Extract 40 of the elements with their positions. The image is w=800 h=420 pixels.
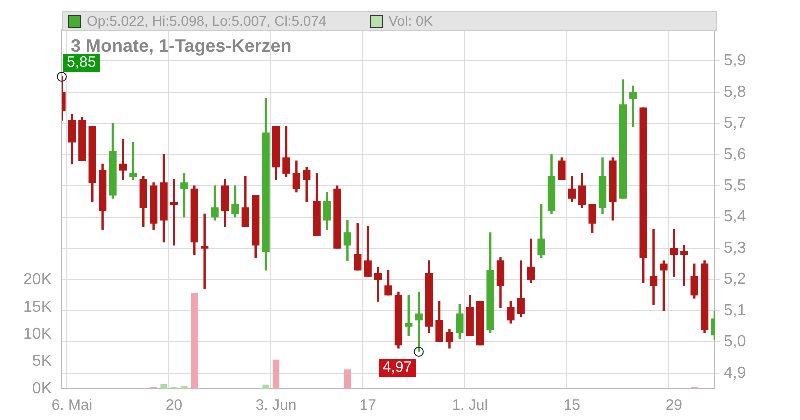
candlestick [670, 229, 678, 277]
bar [191, 293, 198, 389]
bar [262, 384, 270, 389]
text: Vol: 0K [388, 13, 434, 29]
text: Op:5.022, Hi:5.098, Lo:5.007, Cl:5.074 [87, 13, 327, 29]
y-tick-label: 5,3 [724, 240, 746, 257]
y-tick-label: 5,0 [724, 334, 746, 351]
candlestick [630, 86, 638, 128]
y-tick-label: 5,6 [724, 146, 746, 164]
candlestick [119, 138, 128, 180]
y2-tick-label: 10K [24, 326, 52, 344]
x-tick-label: 29 [666, 397, 683, 414]
bar [160, 384, 168, 389]
bar [272, 360, 280, 389]
y2-tick-label: 15K [24, 298, 52, 316]
y2-tick-label: 5K [32, 353, 52, 370]
y-tick-label: 5,8 [724, 84, 746, 101]
bar [181, 386, 188, 389]
x-tick-label: 1. Jul [452, 397, 488, 414]
y-tick-label: 5,4 [724, 208, 746, 226]
y-tick-label: 5,9 [724, 52, 746, 70]
annotation: 5,85 [63, 54, 100, 72]
y-tick-label: 5,1 [724, 302, 746, 320]
bar [344, 370, 352, 389]
candlestick [201, 214, 209, 290]
x-tick-label: 15 [564, 397, 580, 414]
candlestick [650, 229, 658, 306]
x-tick-label: 6. Mai [52, 397, 93, 414]
y2-tick-label: 20K [24, 272, 52, 289]
y-tick-label: 5,5 [724, 177, 746, 194]
y2-tick-label: 0K [32, 380, 52, 398]
y-tick-label: 4,9 [724, 364, 746, 382]
y-tick-label: 5,2 [724, 271, 746, 288]
x-tick-label: 17 [360, 397, 376, 414]
y-tick-label: 5,7 [724, 115, 746, 132]
x-tick-label: 20 [166, 397, 183, 414]
x-tick-label: 3. Jun [256, 397, 297, 414]
chart-title: 3 Monate, 1-Tages-Kerzen [71, 36, 292, 56]
candlestick [170, 180, 178, 246]
annotation: 4,97 [378, 358, 416, 377]
